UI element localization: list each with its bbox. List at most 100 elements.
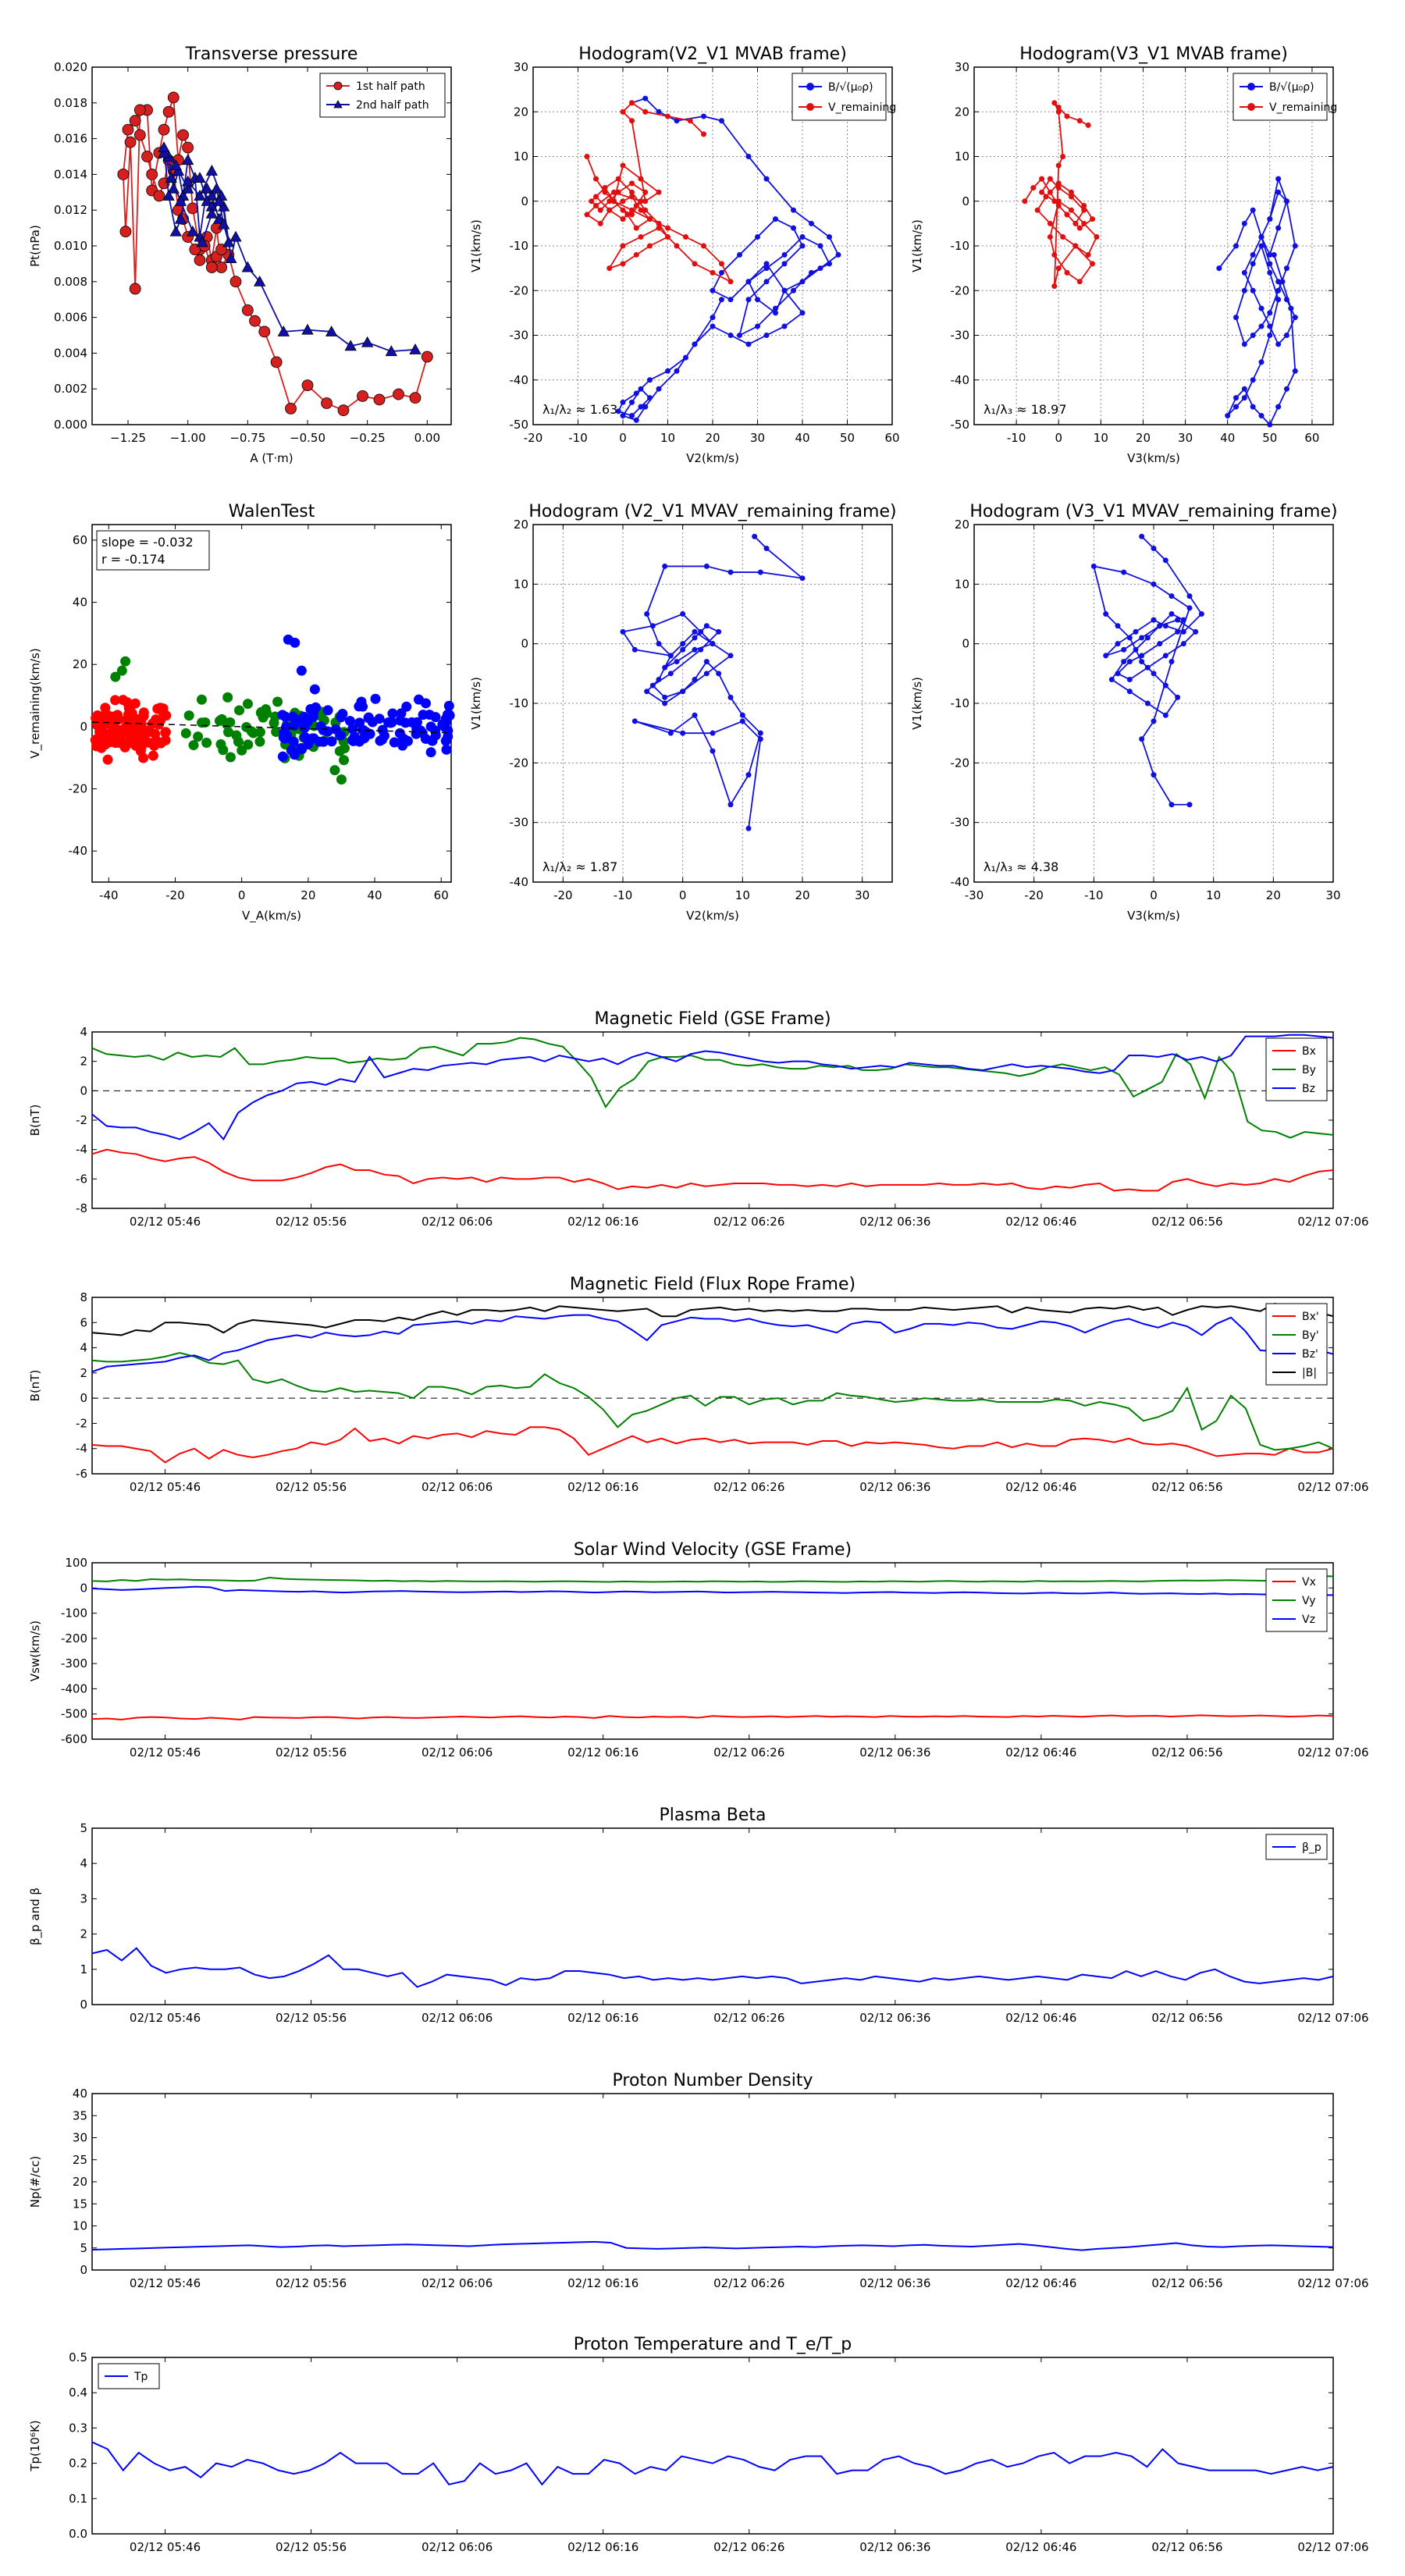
y-tick-label: 1: [80, 1962, 87, 1976]
y-tick-label: 4: [80, 1341, 87, 1355]
data-point: [1275, 297, 1282, 303]
data-point: [1275, 225, 1282, 231]
x-tick-label: 02/12 06:06: [422, 2011, 493, 2025]
data-point: [680, 688, 686, 695]
data-point: [773, 216, 778, 222]
data-point: [296, 743, 307, 754]
series-line: [91, 1351, 1334, 1451]
y-axis-label: Pt(nPa): [28, 225, 42, 267]
x-tick-label: 02/12 07:06: [1297, 1215, 1368, 1229]
y-tick-label: 60: [73, 533, 87, 547]
x-tick-label: 02/12 05:56: [276, 1480, 347, 1494]
data-point: [647, 243, 653, 249]
x-tick-label: 02/12 06:16: [567, 2011, 638, 2025]
data-point: [169, 225, 183, 237]
data-point: [325, 326, 338, 336]
data-point: [158, 147, 170, 158]
x-tick-label: -10: [1084, 888, 1104, 902]
data-point: [280, 711, 291, 722]
data-point: [363, 713, 374, 724]
legend: B/√(μ₀ρ) V_remaining: [1232, 73, 1337, 121]
x-tick-label: 0: [679, 888, 687, 902]
x-tick-label: 02/12 06:46: [1005, 2540, 1076, 2554]
y-tick-label: -2: [76, 1113, 87, 1127]
data-point: [271, 727, 282, 738]
x-tick-label: 02/12 06:06: [422, 1215, 493, 1229]
y-tick-label: 10: [73, 2219, 87, 2233]
data-point: [692, 261, 698, 267]
data-point: [153, 190, 165, 202]
data-point: [710, 748, 716, 754]
data-point: [234, 705, 245, 716]
y-tick-label: 20: [73, 2175, 87, 2189]
data-point: [633, 251, 639, 258]
data-point: [624, 212, 631, 218]
legend-label: |B|: [1302, 1367, 1317, 1379]
data-point: [441, 744, 452, 755]
data-point: [1047, 176, 1053, 182]
data-point: [162, 105, 175, 118]
data-point: [174, 212, 187, 224]
data-point: [1175, 617, 1181, 623]
data-point: [781, 261, 788, 267]
legend: 1st half path 2nd half path: [319, 73, 446, 118]
data-point: [1267, 422, 1273, 428]
y-tick-label: 20: [73, 657, 87, 671]
chart-vsw: -600 -500 -400 -300 -200 -100 0 100 02/12 05:46 0…: [28, 1540, 1369, 1759]
data-point: [205, 262, 218, 273]
x-tick-label: 0.00: [414, 431, 440, 445]
data-point: [629, 189, 635, 195]
data-point: [387, 708, 398, 719]
data-point: [269, 717, 279, 728]
x-tick-label: 02/12 06:46: [1005, 2276, 1076, 2290]
data-point: [194, 172, 206, 183]
data-point: [710, 730, 716, 736]
data-point: [687, 118, 693, 124]
data-point: [1090, 261, 1096, 267]
data-point: [611, 189, 617, 195]
data-point: [1126, 688, 1133, 695]
data-point: [242, 699, 253, 710]
data-point: [1139, 653, 1145, 659]
plot-frame: [532, 524, 893, 883]
data-point: [222, 692, 233, 703]
data-point: [701, 131, 706, 137]
data-point: [174, 194, 187, 206]
y-axis-label: B(nT): [28, 1105, 42, 1137]
y-tick-label: -500: [61, 1707, 87, 1721]
y-tick-label: 40: [73, 596, 87, 610]
data-point: [133, 104, 146, 116]
y-tick-label: -600: [61, 1732, 87, 1746]
data-point: [1051, 100, 1058, 106]
data-point: [763, 261, 770, 267]
data-point: [1162, 623, 1168, 629]
data-point: [620, 198, 626, 205]
eigenvalue-ratio: λ₁/λ₃ ≈ 4.38: [984, 859, 1058, 874]
legend-label: By': [1302, 1329, 1319, 1342]
x-tick-label: 02/12 05:46: [130, 2540, 201, 2554]
data-point: [620, 628, 626, 635]
y-tick-label: -20: [69, 782, 88, 796]
data-point: [120, 656, 131, 667]
data-point: [1258, 234, 1264, 240]
data-point: [584, 212, 590, 218]
data-point: [222, 719, 233, 730]
y-tick-label: 0.010: [54, 239, 87, 253]
data-point: [1108, 676, 1115, 682]
data-point: [703, 563, 710, 569]
x-tick-label: 02/12 06:26: [713, 2276, 784, 2290]
data-point: [126, 708, 137, 719]
data-point: [631, 646, 638, 653]
data-point: [1081, 220, 1087, 226]
data-point: [1162, 682, 1168, 688]
data-point: [1283, 265, 1289, 272]
data-point: [1103, 611, 1109, 617]
y-tick-label: 0: [80, 1083, 87, 1098]
series-line: [1024, 102, 1098, 286]
data-point: [1094, 234, 1100, 240]
data-point: [1250, 287, 1256, 294]
data-point: [374, 713, 385, 724]
data-point: [1275, 287, 1282, 294]
data-point: [1103, 653, 1109, 659]
